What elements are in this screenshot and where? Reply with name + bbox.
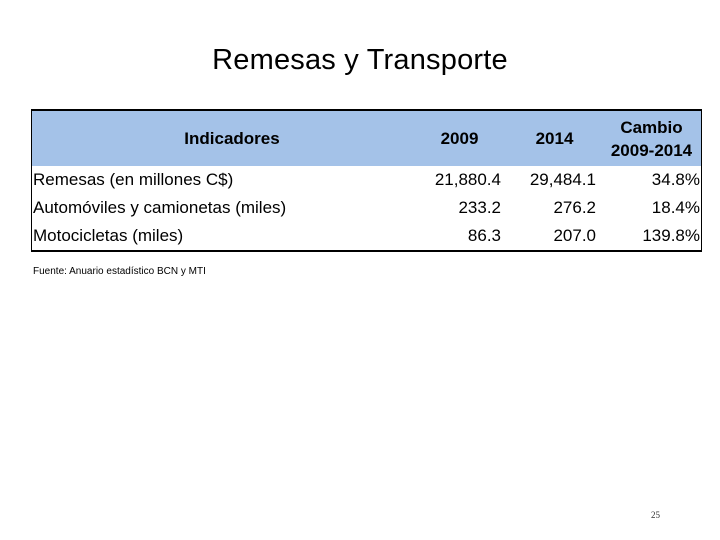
page-number: 25 xyxy=(651,510,660,520)
row-value-2014: 276.2 xyxy=(553,198,596,217)
row-label: Motocicletas (miles) xyxy=(33,226,184,245)
table-row: Remesas (en millones C$) 21,880.4 29,484… xyxy=(32,166,701,194)
row-value-2009: 233.2 xyxy=(458,198,501,217)
slide-title: Remesas y Transporte xyxy=(212,44,508,76)
row-label: Automóviles y camionetas (miles) xyxy=(33,198,287,217)
row-value-2014: 207.0 xyxy=(553,226,596,245)
header-indicators: Indicadores xyxy=(184,128,280,148)
header-change-line1: Cambio xyxy=(620,117,683,137)
table-row: Motocicletas (miles) 86.3 207.0 139.8% xyxy=(32,222,701,250)
row-change: 139.8% xyxy=(642,226,700,245)
row-value-2014: 29,484.1 xyxy=(529,170,596,189)
header-2014: 2014 xyxy=(535,128,574,148)
indicators-table: Indicadores 2009 2014 Cambio 2009-2014 R… xyxy=(31,109,702,252)
header-change: Cambio 2009-2014 xyxy=(602,111,701,166)
row-change: 18.4% xyxy=(651,198,700,217)
row-change: 34.8% xyxy=(651,170,700,189)
header-change-line2: 2009-2014 xyxy=(610,140,693,160)
row-value-2009: 21,880.4 xyxy=(434,170,501,189)
row-value-2009: 86.3 xyxy=(467,226,501,245)
row-label: Remesas (en millones C$) xyxy=(33,170,234,189)
table-header-row: Indicadores 2009 2014 Cambio 2009-2014 xyxy=(32,111,701,166)
source-note: Fuente: Anuario estadístico BCN y MTI xyxy=(33,266,206,277)
table-row: Automóviles y camionetas (miles) 233.2 2… xyxy=(32,194,701,222)
header-2009: 2009 xyxy=(440,128,479,148)
